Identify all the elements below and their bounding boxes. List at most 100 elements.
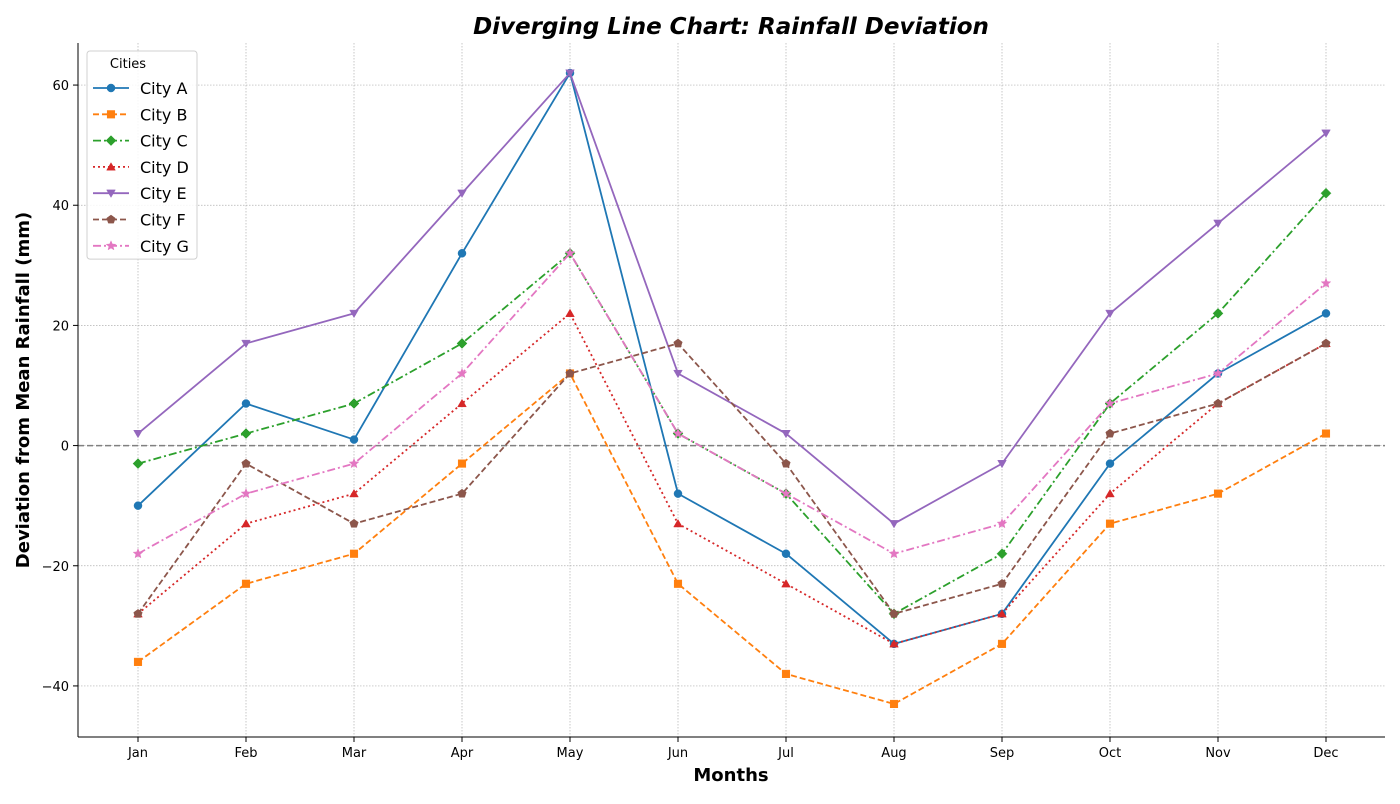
x-tick-label: Jun	[667, 746, 688, 761]
legend-label: City G	[140, 237, 189, 256]
x-tick-label: Aug	[881, 746, 906, 761]
legend-marker	[106, 214, 116, 224]
data-point	[997, 609, 1007, 618]
data-point	[1212, 367, 1224, 379]
data-point	[997, 578, 1007, 588]
data-point	[457, 459, 467, 468]
y-tick-label: −20	[42, 560, 69, 575]
data-point	[132, 458, 144, 469]
data-point	[1212, 308, 1224, 319]
data-point	[781, 458, 791, 468]
legend-title: Cities	[110, 57, 146, 72]
x-tick-label: Oct	[1099, 746, 1121, 761]
data-point	[997, 639, 1007, 648]
legend-item: City B	[93, 105, 187, 124]
x-tick-label: Mar	[342, 746, 367, 761]
grid	[78, 43, 1385, 737]
legend-label: City D	[140, 158, 189, 177]
series-group	[132, 68, 1332, 709]
data-point	[889, 699, 899, 709]
legend-marker	[105, 135, 117, 146]
data-point	[1213, 219, 1223, 228]
data-point	[781, 579, 791, 588]
series-line	[137, 372, 1327, 705]
data-point	[565, 368, 575, 378]
legend-label: City E	[140, 184, 187, 203]
data-point	[1320, 187, 1332, 199]
chart-title: Diverging Line Chart: Rainfall Deviation	[473, 14, 989, 40]
legend-marker	[106, 189, 116, 198]
series-line	[137, 312, 1327, 645]
data-point	[1321, 129, 1331, 138]
data-point	[888, 548, 900, 559]
data-point	[349, 549, 359, 558]
series-city-e	[133, 69, 1331, 529]
data-point	[1321, 309, 1331, 318]
legend-marker	[106, 162, 116, 171]
series-line	[137, 72, 1327, 525]
data-point	[781, 430, 791, 439]
y-tick-label: 20	[52, 319, 69, 334]
data-point	[1105, 428, 1115, 438]
legend-item: City G	[93, 237, 189, 256]
data-point	[889, 609, 899, 618]
data-point	[348, 457, 360, 469]
series-city-d	[133, 308, 1331, 648]
data-point	[565, 69, 575, 78]
data-point	[456, 367, 468, 379]
data-point	[997, 460, 1007, 469]
legend-box	[86, 50, 198, 260]
data-point	[456, 338, 468, 349]
data-point	[1321, 429, 1331, 438]
x-axis-label: Months	[693, 765, 768, 786]
legend-item: City D	[93, 158, 189, 177]
data-point	[457, 249, 467, 258]
data-point	[1104, 397, 1116, 409]
data-point	[889, 639, 899, 648]
x-tick-label: May	[557, 746, 584, 761]
x-tick-label: Apr	[451, 746, 474, 761]
data-point	[240, 428, 252, 439]
series-line	[137, 342, 1327, 615]
y-tick-label: −40	[42, 680, 69, 695]
data-point	[133, 430, 143, 439]
data-point	[1105, 459, 1115, 468]
series-line	[137, 252, 1327, 555]
legend-label: City B	[140, 105, 187, 124]
data-point	[133, 501, 143, 510]
legend-marker	[105, 240, 117, 251]
data-point	[348, 398, 360, 409]
data-point	[1321, 338, 1331, 348]
series-city-g	[132, 247, 1332, 559]
legend-item: City F	[93, 211, 186, 230]
data-point	[672, 427, 684, 439]
data-point	[780, 487, 792, 499]
data-point	[1213, 398, 1223, 408]
data-point	[241, 518, 251, 528]
data-point	[349, 518, 359, 528]
data-point	[241, 339, 251, 349]
data-point	[457, 189, 467, 198]
y-tick-label: 60	[52, 79, 69, 94]
data-point	[673, 338, 683, 348]
series-city-a	[133, 68, 1331, 649]
data-point	[564, 247, 576, 258]
data-point	[673, 489, 683, 498]
data-point	[133, 657, 143, 666]
data-point	[457, 488, 467, 498]
legend-label: City A	[140, 79, 187, 98]
y-tick-label: 0	[61, 440, 69, 455]
x-tick-label: Sep	[990, 746, 1015, 761]
data-point	[781, 669, 791, 678]
data-point	[673, 369, 683, 379]
legend-label: City F	[140, 211, 186, 230]
data-point	[889, 520, 899, 529]
data-point	[673, 579, 683, 588]
y-axis-label: Deviation from Mean Rainfall (mm)	[13, 212, 34, 568]
x-tick-label: Jul	[777, 746, 794, 761]
data-point	[673, 518, 683, 528]
legend-marker	[106, 83, 116, 93]
y-tick-label: 40	[52, 199, 69, 214]
